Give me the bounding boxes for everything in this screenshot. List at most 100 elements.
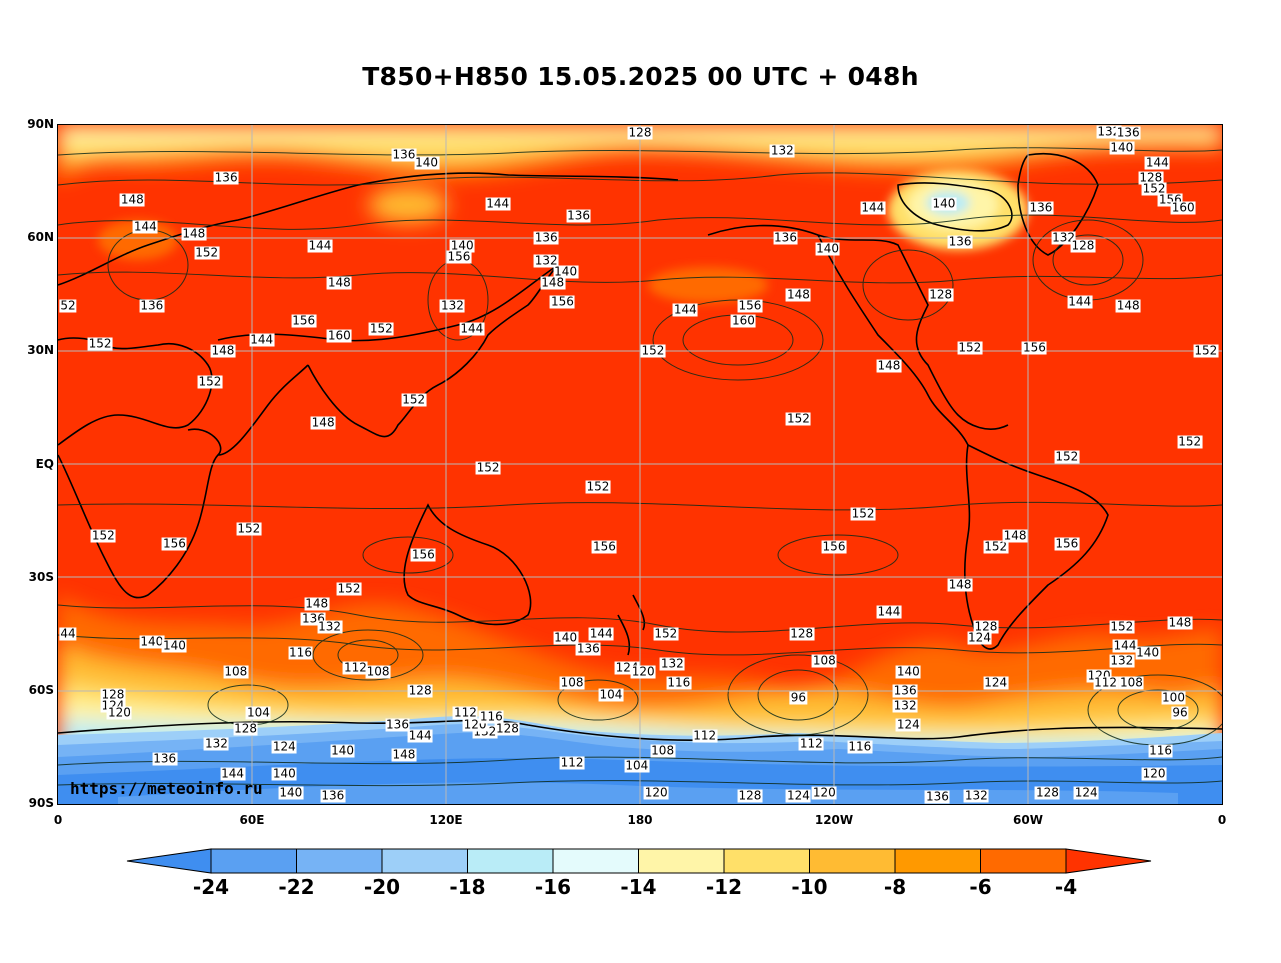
contour-label: 156 [410, 547, 436, 562]
contour-label: 132 [892, 698, 918, 713]
contour-label: 112 [692, 728, 718, 743]
contour-label: 136 [575, 641, 601, 656]
contour-label: 140 [278, 785, 304, 800]
lon-tick-label: 180 [627, 813, 653, 827]
colorbar-segment [894, 848, 981, 874]
contour-label: 156 [1054, 536, 1080, 551]
contour-label: 144 [588, 626, 614, 641]
contour-label: 124 [785, 788, 811, 803]
contour-label: 148 [1167, 615, 1193, 630]
contour-label: 148 [326, 275, 352, 290]
contour-label: 156 [549, 294, 575, 309]
contour-label: 128 [789, 626, 815, 641]
contour-label: 144 [1144, 155, 1170, 170]
contour-label: 132 [1109, 653, 1135, 668]
contour-label: 152 [475, 460, 501, 475]
contour-label: 112 [452, 705, 478, 720]
contour-label: 152 [1177, 434, 1203, 449]
contour-label: 140 [553, 264, 579, 279]
contour-label: 140 [414, 155, 440, 170]
contour-label: 144 [876, 604, 902, 619]
credit-url[interactable]: https://meteoinfo.ru [70, 779, 263, 798]
contour-label: 120 [630, 664, 656, 679]
lat-tick-label: 60S [28, 682, 54, 697]
contour-label: 136 [320, 788, 346, 803]
contour-label: 136 [213, 170, 239, 185]
lon-tick-label: 60W [1013, 813, 1043, 827]
contour-label: 132 [1096, 125, 1122, 139]
contour-label: 144 [860, 200, 886, 215]
contour-label: 140 [139, 634, 165, 649]
contour-label: 160 [326, 328, 352, 343]
lon-tick-label: 120W [814, 813, 854, 827]
contour-label: 156 [821, 539, 847, 554]
contour-label: 116 [288, 645, 313, 660]
contour-label: 152 [653, 626, 679, 641]
contour-label: 152 [236, 521, 262, 536]
lon-tick-label: 0 [53, 813, 63, 827]
colorbar-segment [638, 848, 725, 874]
colorbar-segment [210, 848, 297, 874]
contour-label: 136 [773, 230, 798, 245]
lat-tick-label: 90S [28, 796, 54, 810]
colorbar-tick-label: -6 [969, 875, 992, 899]
contour-label: 152 [1141, 181, 1167, 196]
contour-label: 140 [1135, 645, 1161, 660]
contour-label: 132 [1051, 230, 1077, 245]
contour-label: 148 [785, 287, 811, 302]
contour-label: 112 [798, 736, 824, 751]
contour-label: 52 [59, 298, 77, 313]
contour-label: 124 [271, 739, 297, 754]
contour-label: 108 [365, 664, 391, 679]
contour-label: 144 [485, 196, 511, 211]
contour-label: 148 [210, 343, 236, 358]
contour-label: 136 [533, 230, 559, 245]
contour-label: 148 [1002, 528, 1028, 543]
contour-label: 120 [106, 705, 132, 720]
contour-label: 128 [407, 683, 433, 698]
contour-label: 128 [1034, 785, 1060, 800]
colorbar-tick-label: -18 [449, 875, 486, 899]
contour-label: 156 [161, 536, 187, 551]
contour-label: 140 [449, 238, 475, 253]
contour-label: 140 [815, 241, 840, 256]
contour-label: 120 [811, 785, 837, 800]
contour-label: 128 [1138, 170, 1164, 185]
contour-label: 136 [139, 298, 165, 313]
contour-label: 152 [1109, 619, 1135, 634]
contour-label: 144 [407, 728, 433, 743]
colorbar-segment [552, 848, 639, 874]
contour-label: 112 [1093, 675, 1119, 690]
colorbar-extend-max [1065, 848, 1152, 874]
contour-label: 128 [100, 687, 126, 702]
contour-label: 160 [1170, 200, 1196, 215]
colorbar-tick-label: -12 [705, 875, 743, 899]
contour-label: 148 [304, 596, 330, 611]
contour-label: 148 [876, 358, 902, 373]
contour-label: 124 [983, 675, 1009, 690]
map-plot-area: 128 132 136 140 136 148 144 148 152 144 148 136 52 15… [58, 125, 1222, 804]
colorbar-tick-label: -20 [363, 875, 401, 899]
contour-label: 152 [957, 340, 983, 355]
colorbar [126, 848, 1152, 874]
colorbar-tick-label: -22 [278, 875, 315, 899]
contour-label: 128 [737, 788, 763, 803]
contour-label: 144 [459, 321, 485, 336]
contour-label: 152 [401, 392, 427, 407]
contour-label: 104 [246, 705, 271, 720]
contour-label: 148 [391, 747, 417, 762]
contour-label: 124 [895, 717, 921, 732]
contour-label: 124 [967, 630, 992, 645]
contour-label: 116 [847, 739, 873, 754]
lat-tick-label: 30S [28, 569, 54, 584]
contour-label: 148 [310, 415, 336, 430]
contour-label: 132 [769, 143, 795, 158]
contour-label: 152 [90, 528, 116, 543]
contour-label: 152 [1193, 343, 1219, 358]
contour-label: 112 [343, 660, 368, 675]
contour-label: 148 [947, 577, 973, 592]
contour-label: 104 [624, 758, 650, 773]
contour-label: 144 [672, 302, 698, 317]
lon-tick-label: 0 [1217, 813, 1227, 827]
contour-label: 140 [271, 766, 297, 781]
